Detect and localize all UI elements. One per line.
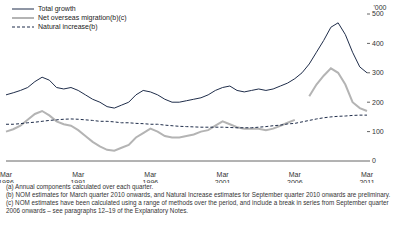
html-text:(c) NOM estimates have been ca: (c) NOM estimates have been calculated u…	[6, 199, 389, 214]
svg-text:Mar2006: Mar2006	[287, 171, 303, 183]
svg-text:100: 100	[372, 128, 384, 135]
svg-text:Mar1986: Mar1986	[8, 171, 14, 183]
svg-text:Mar2001: Mar2001	[215, 171, 231, 183]
html-text:(a) Annual components calculat: (a) Annual components calculated over ea…	[6, 183, 154, 190]
html-text:(b) NOM estimates for March qu: (b) NOM estimates for March quarter 2010…	[6, 191, 391, 198]
html-text:Natural increase(b): Natural increase(b)	[38, 23, 98, 30]
svg-text:200: 200	[372, 99, 384, 106]
svg-text:Mar1996: Mar1996	[143, 171, 159, 183]
svg-text:300: 300	[372, 69, 384, 76]
svg-text:Mar2011: Mar2011	[359, 171, 374, 183]
html-text:Total growth: Total growth	[38, 5, 76, 12]
svg-text:Mar1991: Mar1991	[70, 171, 86, 183]
svg-text:400: 400	[372, 40, 384, 47]
svg-text:'000: '000	[373, 4, 386, 11]
html-text:Net overseas migration(b)(c): Net overseas migration(b)(c)	[38, 14, 127, 21]
svg-text:0: 0	[372, 157, 376, 164]
svg-text:500: 500	[372, 10, 384, 17]
